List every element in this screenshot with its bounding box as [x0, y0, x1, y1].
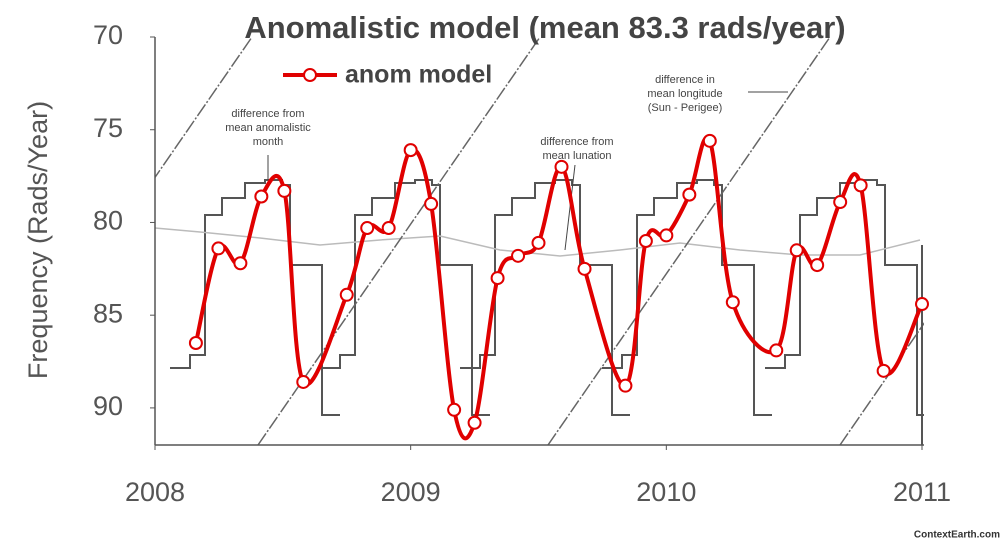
marker	[211, 241, 226, 256]
marker	[810, 258, 825, 273]
chart-title: Anomalistic model (mean 83.3 rads/year)	[244, 10, 845, 45]
marker	[577, 261, 592, 276]
y-tick-label: 70	[93, 20, 123, 50]
marker	[360, 221, 375, 236]
x-tick-label: 2008	[125, 477, 185, 507]
marker	[447, 402, 462, 417]
marker	[659, 228, 674, 243]
annotation: difference in	[655, 74, 715, 86]
annotation: mean anomalistic	[225, 122, 311, 134]
marker	[915, 297, 929, 312]
marker	[296, 374, 311, 389]
series	[193, 135, 924, 441]
y-tick-label: 85	[93, 298, 123, 328]
marker	[725, 295, 740, 310]
marker	[403, 143, 418, 158]
marker	[618, 378, 633, 393]
marker	[876, 363, 891, 378]
marker	[702, 133, 717, 148]
marker	[381, 221, 396, 236]
marker	[833, 195, 848, 210]
marker	[490, 271, 505, 286]
legend-label: anom model	[345, 61, 492, 89]
x-tick-label: 2009	[381, 477, 441, 507]
marker	[424, 196, 439, 211]
annotation: (Sun - Perigee)	[648, 102, 723, 114]
marker	[531, 235, 546, 250]
annotation: difference from	[540, 136, 613, 148]
background-figure	[155, 37, 924, 445]
x-tick-label: 2010	[636, 477, 696, 507]
marker	[511, 248, 526, 263]
annotation: mean lunation	[542, 150, 611, 162]
legend-marker	[303, 68, 317, 82]
marker	[467, 415, 482, 430]
marker	[254, 189, 269, 204]
marker	[554, 159, 569, 174]
marker	[339, 287, 354, 302]
y-tick-label: 75	[93, 113, 123, 143]
line	[193, 135, 924, 441]
marker	[789, 243, 804, 258]
marker	[682, 187, 697, 202]
credit: ContextEarth.com	[914, 530, 1000, 541]
annotation: month	[253, 136, 284, 148]
y-tick-label: 80	[93, 206, 123, 236]
marker	[853, 178, 868, 193]
x-tick-label: 2011	[893, 477, 951, 507]
y-axis-label: Frequency (Rads/Year)	[23, 101, 53, 379]
annotation: mean longitude	[647, 88, 722, 100]
marker	[638, 234, 653, 248]
annotation: difference from	[231, 108, 304, 120]
marker	[188, 336, 203, 350]
marker	[277, 183, 292, 198]
marker	[233, 256, 248, 271]
y-tick-label: 90	[93, 391, 123, 421]
marker	[769, 343, 784, 358]
